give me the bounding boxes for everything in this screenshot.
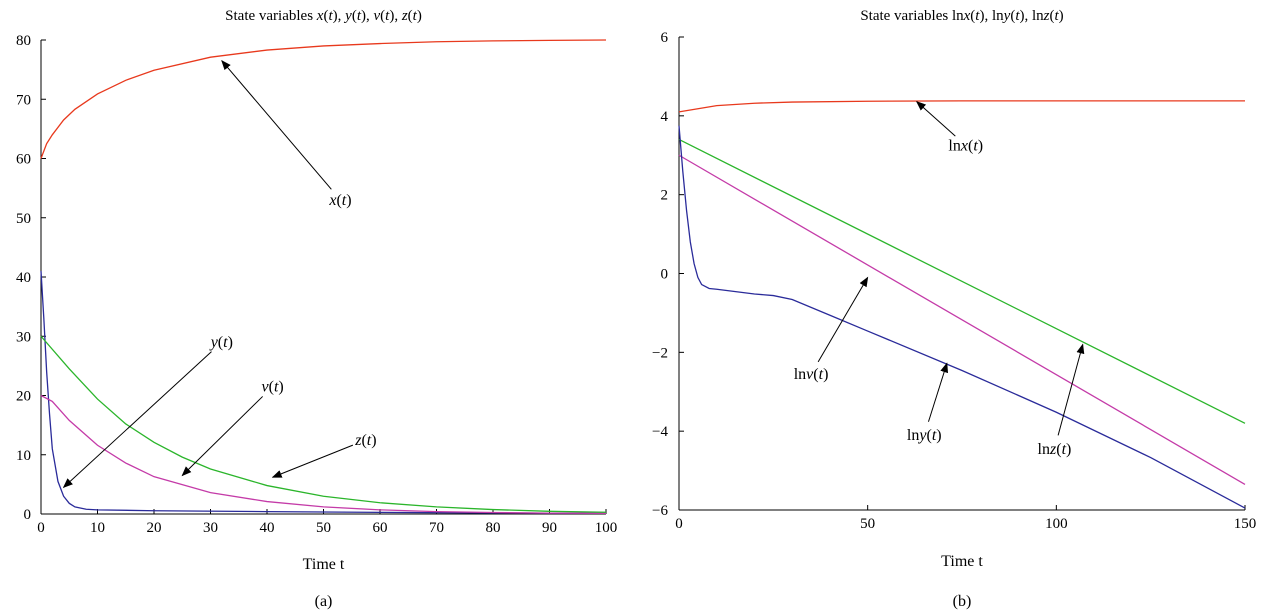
series-line-lny bbox=[678, 125, 1246, 509]
y-tick-label: 50 bbox=[16, 211, 31, 227]
x-tick-label: 60 bbox=[373, 520, 388, 536]
x-tick-label: 100 bbox=[1045, 516, 1068, 532]
x-tick-label: 0 bbox=[675, 516, 683, 532]
x-tick-label: 150 bbox=[1234, 516, 1257, 532]
annotation-arrow bbox=[928, 362, 949, 422]
x-axis-label: Time t bbox=[941, 553, 983, 570]
x-tick-label: 10 bbox=[90, 520, 105, 536]
y-tick-label: 80 bbox=[16, 33, 31, 49]
x-tick-label: 90 bbox=[542, 520, 557, 536]
chart-panel-b: −6 −4 −2 0 2 4 6 0 50 100 150 State variables lnx(t… bbox=[652, 8, 1256, 610]
y-tick-label: −4 bbox=[652, 424, 668, 440]
y-tick-label: 70 bbox=[16, 92, 31, 108]
panel-caption: (a) bbox=[315, 593, 333, 610]
annotation-arrow bbox=[915, 100, 956, 137]
y-tick-label: 2 bbox=[661, 188, 669, 204]
x-tick-label: 20 bbox=[147, 520, 162, 536]
x-tick-label: 50 bbox=[316, 520, 331, 536]
y-tick-label: 10 bbox=[16, 448, 31, 464]
series-line-lnv bbox=[678, 154, 1246, 485]
series-line-lnx bbox=[678, 100, 1245, 113]
y-tick-label: 6 bbox=[661, 30, 669, 46]
series-line-lnz bbox=[678, 138, 1246, 424]
annotation-label: v(t) bbox=[262, 379, 284, 396]
series-line-x bbox=[40, 39, 607, 159]
annotation-arrow bbox=[271, 444, 354, 478]
x-tick-label: 70 bbox=[429, 520, 444, 536]
series-line-v bbox=[40, 394, 607, 515]
y-tick-label: 60 bbox=[16, 152, 31, 168]
x-tick-label: 50 bbox=[860, 516, 875, 532]
annotation-label: y(t) bbox=[209, 334, 233, 351]
y-tick-label: −2 bbox=[652, 345, 668, 361]
annotation-arrow bbox=[221, 59, 332, 190]
annotation-label: lnx(t) bbox=[948, 137, 983, 154]
annotation-label: z(t) bbox=[354, 432, 376, 449]
y-tick-label: −6 bbox=[652, 503, 668, 519]
x-tick-label: 40 bbox=[260, 520, 275, 536]
x-tick-label: 0 bbox=[37, 520, 45, 536]
series-line-y bbox=[40, 271, 607, 515]
y-tick-label: 0 bbox=[661, 267, 669, 283]
annotation-arrow bbox=[1057, 343, 1085, 436]
annotation-label: lnv(t) bbox=[794, 366, 829, 383]
chart-title: State variables lnx(t), lny(t), lnz(t) bbox=[860, 8, 1063, 24]
y-tick-label: 4 bbox=[661, 109, 669, 125]
panel-caption: (b) bbox=[953, 593, 972, 610]
annotation-arrow bbox=[181, 396, 264, 477]
y-tick-label: 30 bbox=[16, 329, 31, 345]
x-tick-label: 100 bbox=[595, 520, 618, 536]
annotation-label: x(t) bbox=[328, 192, 351, 209]
annotation-label: lny(t) bbox=[907, 427, 942, 444]
chart-title: State variables x(t), y(t), v(t), z(t) bbox=[225, 8, 422, 24]
y-tick-label: 0 bbox=[24, 507, 32, 523]
series-line-z bbox=[40, 335, 607, 513]
annotation-arrow bbox=[817, 276, 869, 363]
chart-panel-a: 0 10 20 30 40 50 60 70 80 0 10 20 30 40 50 60 70 80 90 100 S… bbox=[16, 8, 617, 610]
x-axis-label: Time t bbox=[303, 556, 345, 573]
y-tick-label: 40 bbox=[16, 270, 31, 286]
x-tick-label: 30 bbox=[203, 520, 218, 536]
annotation-label: lnz(t) bbox=[1038, 441, 1072, 458]
annotation-arrow bbox=[62, 351, 212, 489]
x-tick-label: 80 bbox=[486, 520, 501, 536]
y-tick-label: 20 bbox=[16, 389, 31, 405]
